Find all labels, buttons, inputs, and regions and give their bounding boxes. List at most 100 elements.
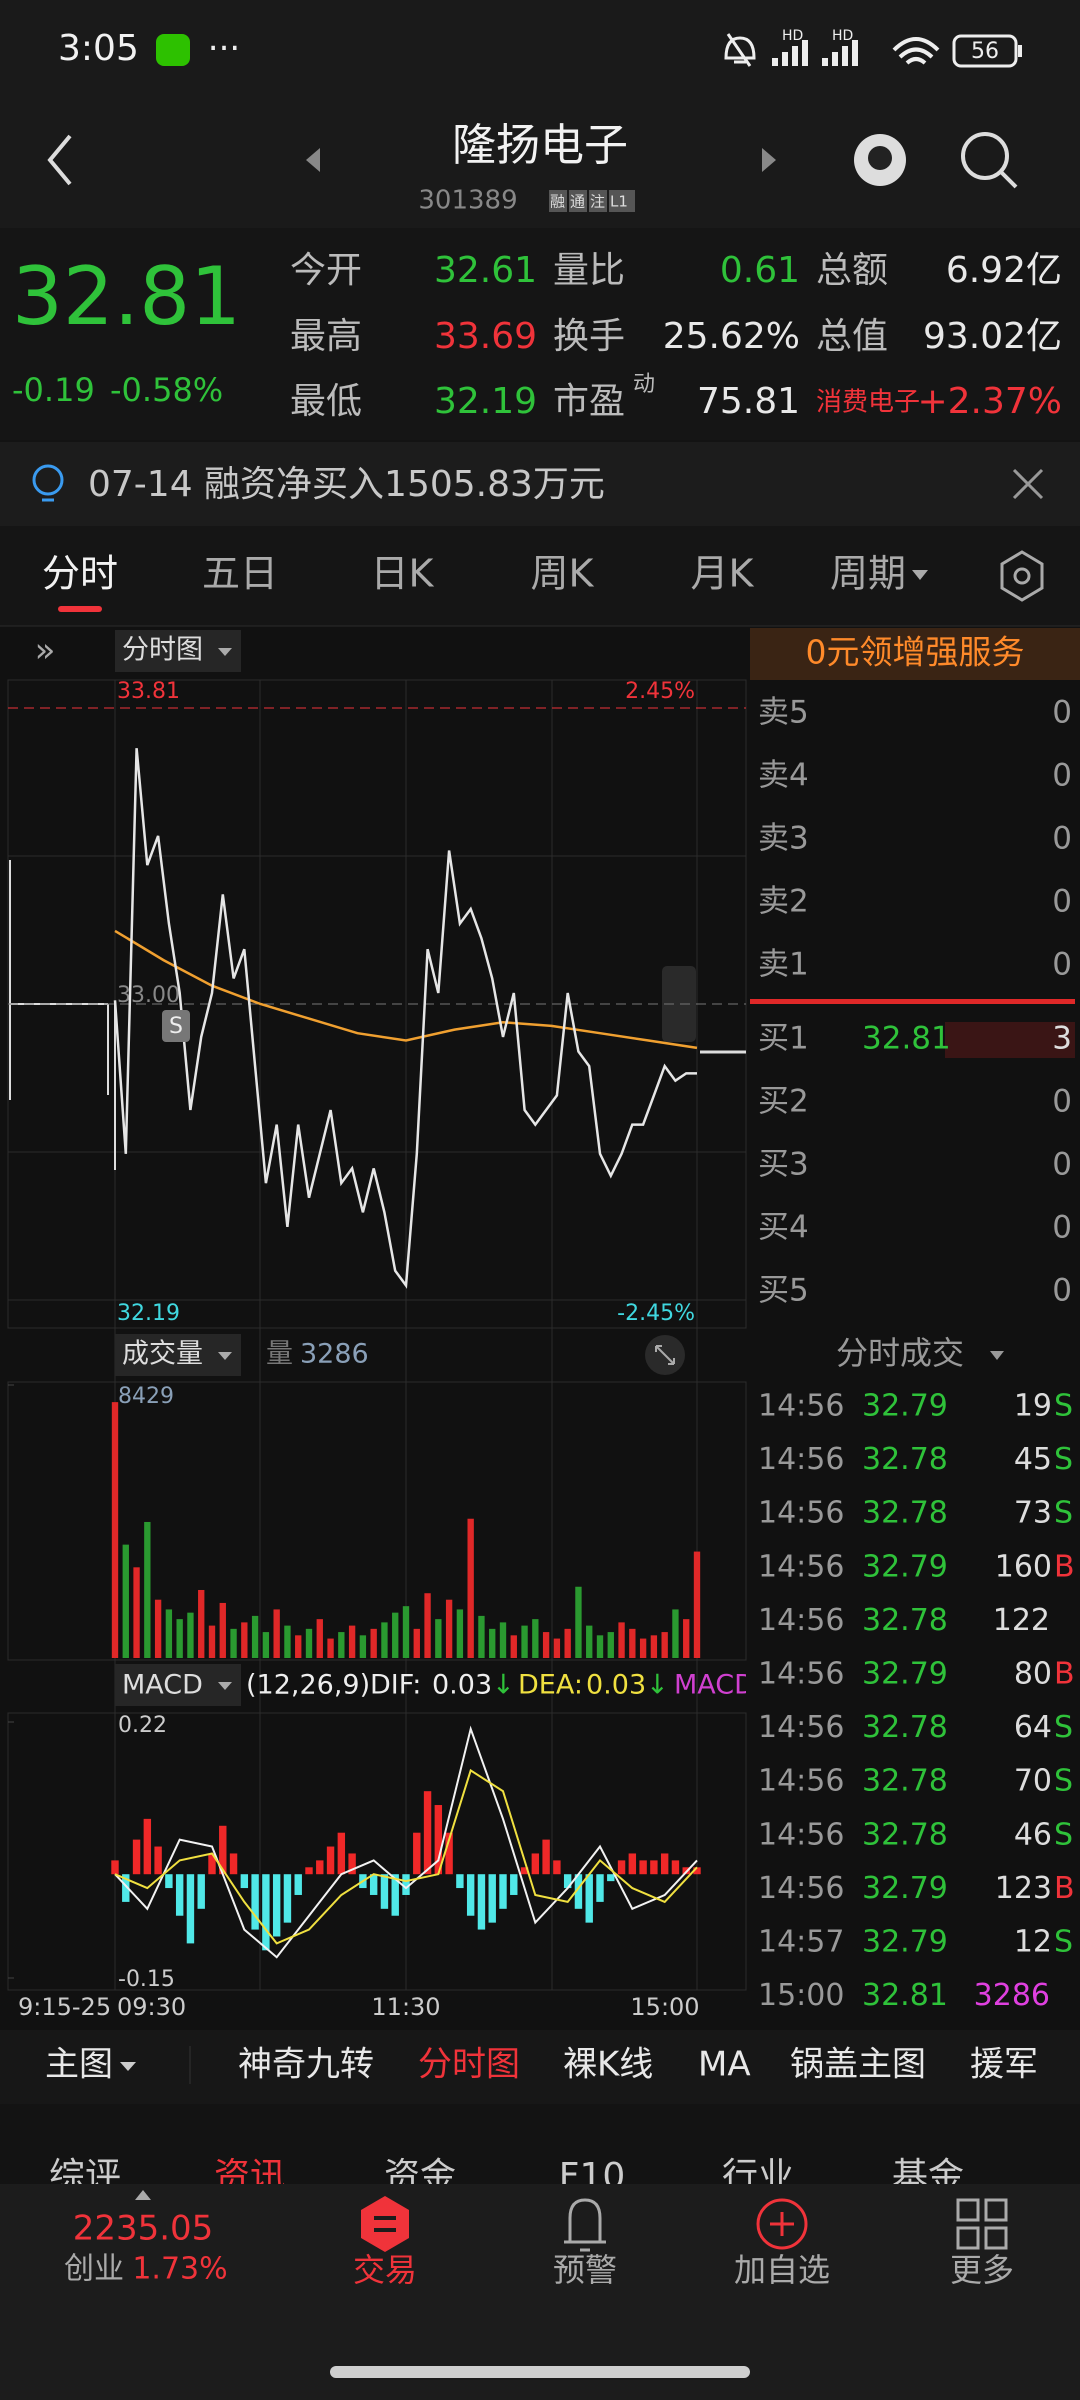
- macd-bar: [671, 1860, 680, 1875]
- promo-bg[interactable]: [750, 628, 1080, 680]
- index-change: 1.73%: [132, 2252, 227, 2287]
- dif-trend: ↓: [492, 1670, 515, 1701]
- nav-item[interactable]: 更多: [950, 2251, 1014, 2289]
- volume-bar: [424, 1593, 431, 1658]
- nav-item[interactable]: 加自选: [734, 2251, 830, 2289]
- volume-bar: [467, 1518, 474, 1658]
- toolbar-item[interactable]: 援军: [970, 2045, 1038, 2085]
- volume-bar: [370, 1628, 377, 1658]
- volume-bar: [198, 1589, 205, 1658]
- volume-bar: [445, 1599, 453, 1658]
- tab[interactable]: 周期: [830, 552, 906, 596]
- more-icon: [956, 2198, 1008, 2250]
- toolbar-item[interactable]: 分时图: [418, 2045, 520, 2085]
- tag-box: [569, 190, 587, 212]
- trade-price: 32.78: [862, 1764, 948, 1799]
- toolbar-item[interactable]: 锅盖主图: [790, 2045, 926, 2085]
- stat-label: 换手: [553, 316, 625, 357]
- dropdown-arrow: [912, 570, 928, 580]
- side-handle[interactable]: [662, 966, 696, 1042]
- macd-bar: [337, 1832, 346, 1875]
- toolbar-item[interactable]: 神奇九转: [238, 2045, 374, 2085]
- tab[interactable]: 周K: [531, 552, 595, 596]
- trade-side: S: [1054, 1496, 1073, 1531]
- prev-stock[interactable]: [306, 148, 320, 172]
- settings-button[interactable]: [1000, 550, 1044, 602]
- mascot-eye: [868, 146, 892, 170]
- trade-time: 15:00: [758, 1978, 844, 2013]
- chart-mode: 分时图: [122, 635, 203, 666]
- trade-icon-mark: [374, 2216, 396, 2232]
- book-label: 买3: [758, 1147, 809, 1183]
- signal-box: [162, 1010, 190, 1042]
- x-tick-label: 9:15-25: [18, 1993, 111, 2021]
- trade-list: 14:56 32.79 19 S14:56 32.78 45 S14:56 32.78 73 S1…: [758, 1389, 1075, 2014]
- volume-bar: [219, 1602, 226, 1658]
- promo-text: 0元领增强服务: [806, 633, 1025, 672]
- macd-bar: [488, 1874, 496, 1923]
- notice-text[interactable]: 07-14 融资净买入1505.83万元: [88, 464, 605, 505]
- stock-tags: 融通注 L1: [549, 190, 635, 212]
- volume-title: 成交量: [122, 1339, 203, 1370]
- macd-params: (12,26,9): [246, 1670, 370, 1701]
- tag: 通: [570, 193, 585, 211]
- macd-bar: [628, 1853, 637, 1875]
- volume-bar: [348, 1625, 356, 1658]
- book-label: 卖1: [758, 947, 809, 983]
- y-tick-label: 33.81: [117, 679, 180, 704]
- x-tick-label: 15:00: [630, 1993, 699, 2021]
- trade-side: S: [1054, 1817, 1073, 1852]
- volume-bar: [435, 1619, 442, 1658]
- search-button[interactable]: [961, 132, 1009, 180]
- volume-mode-button[interactable]: [115, 1334, 241, 1376]
- macd-bar: [553, 1860, 561, 1875]
- volume-bar: [629, 1628, 636, 1658]
- trades-title: 分时成交: [836, 1334, 964, 1372]
- stat-value: 0.61: [720, 250, 800, 291]
- trade-price: 32.78: [862, 1496, 948, 1531]
- chart-mode-button[interactable]: [115, 630, 241, 672]
- macd-bar: [423, 1791, 432, 1875]
- stat-value: 93.02亿: [923, 316, 1062, 357]
- tag: 融: [550, 193, 565, 211]
- volume-bar: [241, 1622, 248, 1658]
- battery-icon: [952, 34, 1018, 68]
- back-button[interactable]: [47, 134, 72, 186]
- macd-bar: [607, 1874, 615, 1882]
- settings-dot: [1013, 567, 1031, 585]
- volume-bar: [607, 1632, 614, 1658]
- volume-bar: [521, 1625, 528, 1658]
- nav-item[interactable]: 预警: [553, 2251, 617, 2289]
- add-icon: [756, 2198, 808, 2250]
- tabs-bg: [0, 526, 1080, 626]
- tab[interactable]: 日K: [371, 552, 435, 596]
- notice-close[interactable]: [1012, 468, 1044, 500]
- toolbar-bg: [0, 2030, 1080, 2104]
- volume-bar: [230, 1628, 237, 1658]
- toolbar-item[interactable]: MA: [698, 2045, 751, 2085]
- macd-title: MACD: [122, 1670, 203, 1701]
- expand-button[interactable]: »: [35, 631, 56, 671]
- trade-time: 14:56: [758, 1710, 844, 1745]
- macd-mode-button[interactable]: [115, 1664, 241, 1706]
- next-stock[interactable]: [762, 148, 776, 172]
- battery-tip: [1018, 45, 1022, 57]
- toolbar-item[interactable]: 裸K线: [563, 2045, 653, 2085]
- dea-label: DEA:: [518, 1670, 583, 1701]
- book-label: 卖3: [758, 821, 809, 857]
- trade-time: 14:56: [758, 1817, 844, 1852]
- tab[interactable]: 五日: [202, 552, 278, 596]
- dea-value: 0.03: [586, 1670, 646, 1701]
- trade-volume: 80: [1014, 1657, 1052, 1692]
- book-volume: 0: [1052, 695, 1072, 731]
- tab[interactable]: 月K: [691, 552, 755, 596]
- nav-item[interactable]: 交易: [353, 2251, 417, 2289]
- toolbar-item[interactable]: 主图: [45, 2045, 113, 2085]
- trade-time: 14:56: [758, 1603, 844, 1638]
- tab[interactable]: 分时: [42, 552, 118, 596]
- index-value[interactable]: 2235.05: [73, 2209, 214, 2249]
- fullscreen-icon: [655, 1345, 675, 1365]
- stat-value: 6.92亿: [946, 250, 1062, 291]
- trade-price: 32.78: [862, 1442, 948, 1477]
- book-volume: 0: [1052, 1084, 1072, 1120]
